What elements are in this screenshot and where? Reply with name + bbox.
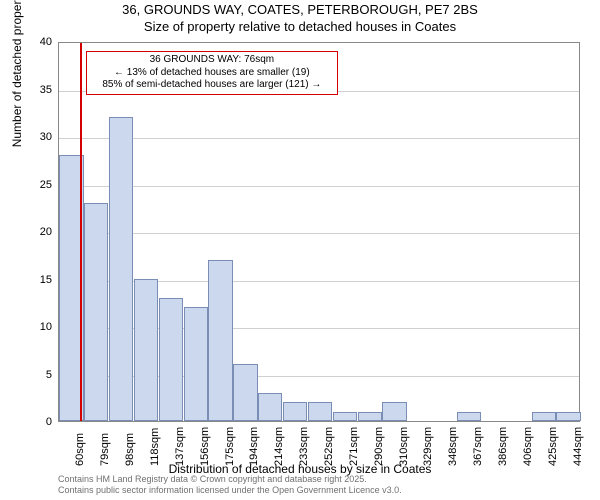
x-tick-label: 310sqm [398,427,410,466]
x-tick-label: 329sqm [422,427,434,466]
x-tick-label: 214sqm [273,427,285,466]
histogram-bar [457,412,481,422]
attribution-line-2: Contains public sector information licen… [58,485,402,496]
plot-area: 36 GROUNDS WAY: 76sqm ← 13% of detached … [58,42,580,422]
gridline [59,138,579,139]
x-tick-label: 175sqm [224,427,236,466]
histogram-bar [382,402,406,421]
y-tick-label: 40 [22,36,52,48]
attribution-line-1: Contains HM Land Registry data © Crown c… [58,474,402,485]
x-tick-label: 444sqm [572,427,584,466]
y-tick-label: 20 [22,226,52,238]
gridline [59,186,579,187]
x-tick-label: 290sqm [373,427,385,466]
x-tick-label: 425sqm [547,427,559,466]
annot-line-3: 85% of semi-detached houses are larger (… [91,79,333,92]
y-tick-label: 35 [22,84,52,96]
histogram-bar [159,298,183,422]
histogram-bar [308,402,332,421]
x-tick-label: 98sqm [124,433,136,466]
x-tick-label: 367sqm [472,427,484,466]
attribution-text: Contains HM Land Registry data © Crown c… [58,474,402,496]
histogram-bar [532,412,556,422]
y-tick-label: 10 [22,321,52,333]
histogram-bar [258,393,282,422]
title-line-1: 36, GROUNDS WAY, COATES, PETERBOROUGH, P… [0,2,600,19]
histogram-bar [134,279,158,422]
annot-line-2: ← 13% of detached houses are smaller (19… [91,67,333,80]
x-tick-label: 233sqm [298,427,310,466]
chart-title: 36, GROUNDS WAY, COATES, PETERBOROUGH, P… [0,2,600,36]
histogram-bar [84,203,108,422]
annot-line-1: 36 GROUNDS WAY: 76sqm [91,54,333,67]
chart-container: 36, GROUNDS WAY, COATES, PETERBOROUGH, P… [0,0,600,500]
histogram-bar [208,260,232,422]
x-tick-label: 194sqm [248,427,260,466]
x-tick-label: 79sqm [99,433,111,466]
x-tick-label: 118sqm [149,428,161,466]
y-tick-label: 0 [22,416,52,428]
histogram-bar [358,412,382,422]
x-tick-label: 406sqm [522,427,534,466]
y-tick-label: 5 [22,369,52,381]
gridline [59,233,579,234]
histogram-bar [283,402,307,421]
x-tick-label: 271sqm [348,427,360,466]
y-axis-label: Number of detached properties [10,0,24,147]
histogram-bar [556,412,580,422]
y-tick-label: 30 [22,131,52,143]
x-tick-label: 348sqm [447,427,459,466]
histogram-bar [233,364,257,421]
histogram-bar [109,117,133,421]
title-line-2: Size of property relative to detached ho… [0,19,600,36]
x-tick-label: 137sqm [174,427,186,466]
x-tick-label: 60sqm [74,433,86,466]
reference-line [80,43,82,421]
x-tick-label: 386sqm [497,427,509,466]
histogram-bar [333,412,357,422]
y-tick-label: 15 [22,274,52,286]
annotation-box: 36 GROUNDS WAY: 76sqm ← 13% of detached … [86,51,338,95]
histogram-bar [184,307,208,421]
x-tick-label: 156sqm [199,427,211,466]
y-tick-label: 25 [22,179,52,191]
x-tick-label: 252sqm [323,427,335,466]
